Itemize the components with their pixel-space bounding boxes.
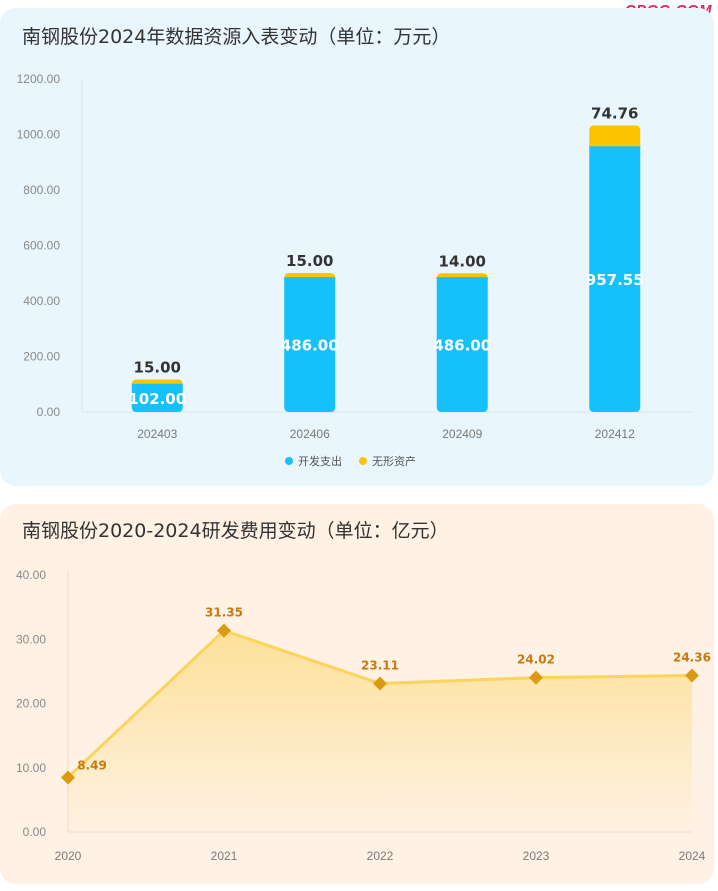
bar-chart: 0.00 200.00 400.00 600.00 800.00 1000.00 1200.… (17, 72, 692, 468)
line-value-label: 31.35 (205, 606, 243, 620)
line-value-label: 24.36 (673, 650, 711, 664)
y-tick-label: 1000.00 (17, 128, 61, 142)
y-tick-label: 20.00 (16, 697, 46, 711)
line-point-marker (529, 670, 543, 685)
bar-value-label-dev: 102.00 (128, 390, 186, 408)
line-point-marker (217, 623, 231, 638)
line-point-marker (373, 676, 387, 691)
bar-segment-dev (436, 277, 488, 412)
bar-segment-dev (589, 146, 641, 412)
legend-label: 开发支出 (298, 454, 342, 468)
line-value-label: 24.02 (517, 653, 555, 667)
bar-chart-card: 南钢股份2024年数据资源入表变动（单位：万元） 0.00 200.00 400.0… (0, 8, 714, 486)
bar-value-label-dev: 486.00 (433, 337, 491, 355)
bar-value-label-intangible: 74.76 (591, 105, 638, 123)
y-tick-label: 1200.00 (17, 72, 61, 86)
bar-segment-dev (131, 383, 183, 412)
bar-value-label-intangible: 15.00 (134, 359, 181, 377)
y-tick-label: 0.00 (23, 825, 47, 839)
bar-segment-intangible (589, 125, 641, 150)
y-tick-label: 30.00 (16, 632, 46, 646)
y-tick-label: 600.00 (23, 239, 60, 253)
line-point-marker (685, 668, 699, 683)
y-tick-label: 10.00 (16, 761, 46, 775)
x-tick-label: 2021 (211, 849, 238, 863)
bar-value-label-intangible: 15.00 (286, 252, 333, 270)
legend-label: 无形资产 (372, 454, 416, 468)
y-tick-label: 40.00 (16, 568, 46, 582)
bar-value-label-intangible: 14.00 (439, 252, 486, 270)
line-chart-card: 南钢股份2020-2024研发费用变动（单位：亿元） 0.00 10.00 20.0… (0, 504, 714, 884)
x-tick-label: 2023 (523, 849, 550, 863)
x-tick-label: 2020 (55, 849, 82, 863)
line-point-marker (61, 770, 75, 785)
y-tick-label: 800.00 (23, 183, 60, 197)
x-tick-label: 2024 (679, 849, 706, 863)
x-tick-label: 2022 (367, 849, 394, 863)
bar-chart-title: 南钢股份2024年数据资源入表变动（单位：万元） (22, 26, 451, 48)
y-tick-label: 400.00 (23, 294, 60, 308)
line-value-label: 8.49 (77, 758, 107, 772)
y-tick-label: 200.00 (23, 350, 60, 364)
legend-marker (285, 457, 293, 465)
line-value-label: 23.11 (361, 659, 399, 673)
line-chart-title: 南钢股份2020-2024研发费用变动（单位：亿元） (22, 520, 449, 542)
y-tick-label: 0.00 (37, 405, 61, 419)
x-tick-label: 202406 (290, 427, 330, 441)
line-chart: 0.00 10.00 20.00 30.00 40.00 8.49 2020 31.35 202… (16, 568, 711, 863)
x-tick-label: 202403 (137, 427, 177, 441)
bar-value-label-dev: 486.00 (281, 337, 339, 355)
bar-value-label-dev: 957.55 (586, 271, 644, 289)
x-tick-label: 202412 (595, 427, 635, 441)
bar-segment-dev (284, 277, 336, 412)
legend-marker (359, 457, 367, 465)
x-tick-label: 202409 (442, 427, 482, 441)
